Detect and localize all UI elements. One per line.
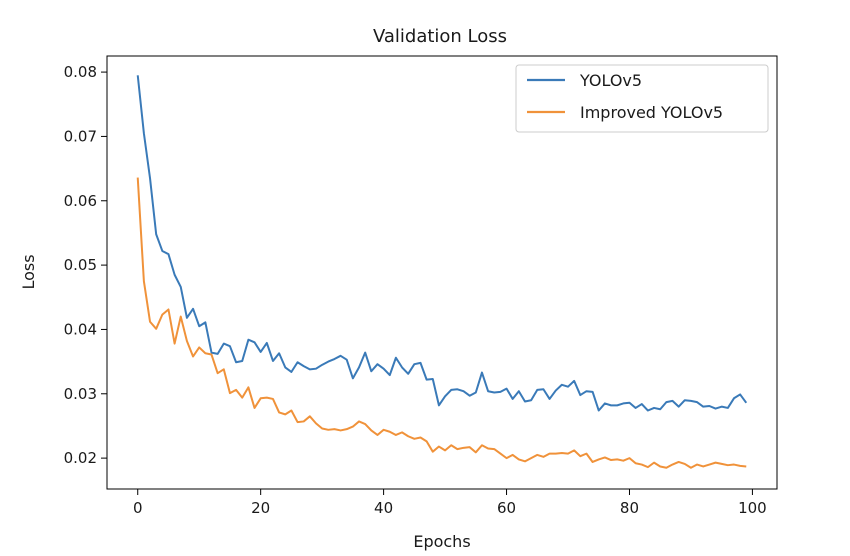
legend: YOLOv5 Improved YOLOv5 bbox=[515, 64, 769, 133]
x-tick-label: 20 bbox=[251, 499, 270, 517]
plot-frame bbox=[106, 55, 778, 490]
chart-title: Validation Loss bbox=[373, 26, 507, 47]
x-axis-label: Epochs bbox=[413, 532, 470, 551]
legend-label-0: YOLOv5 bbox=[579, 71, 642, 90]
legend-box bbox=[515, 64, 769, 133]
legend-label-1: Improved YOLOv5 bbox=[580, 103, 723, 122]
y-tick-label: 0.05 bbox=[64, 256, 97, 274]
x-tick-label: 40 bbox=[374, 499, 393, 517]
y-axis-label: Loss bbox=[19, 254, 38, 289]
y-tick-label: 0.06 bbox=[64, 192, 97, 210]
x-axis-ticks: 0 20 40 60 80 100 bbox=[133, 489, 767, 517]
y-axis-ticks: 0.02 0.03 0.04 0.05 0.06 0.07 0.08 bbox=[64, 63, 107, 467]
x-tick-label: 60 bbox=[497, 499, 516, 517]
y-tick-label: 0.07 bbox=[64, 127, 97, 145]
y-tick-label: 0.03 bbox=[64, 385, 97, 403]
series-line-1 bbox=[136, 177, 747, 469]
series-line-0 bbox=[136, 75, 748, 412]
y-tick-label: 0.02 bbox=[64, 449, 97, 467]
y-tick-label: 0.08 bbox=[64, 63, 97, 81]
y-tick-label: 0.04 bbox=[64, 320, 97, 338]
plot-lines bbox=[136, 75, 748, 469]
x-tick-label: 80 bbox=[620, 499, 639, 517]
x-tick-label: 0 bbox=[133, 499, 143, 517]
x-tick-label: 100 bbox=[738, 499, 767, 517]
